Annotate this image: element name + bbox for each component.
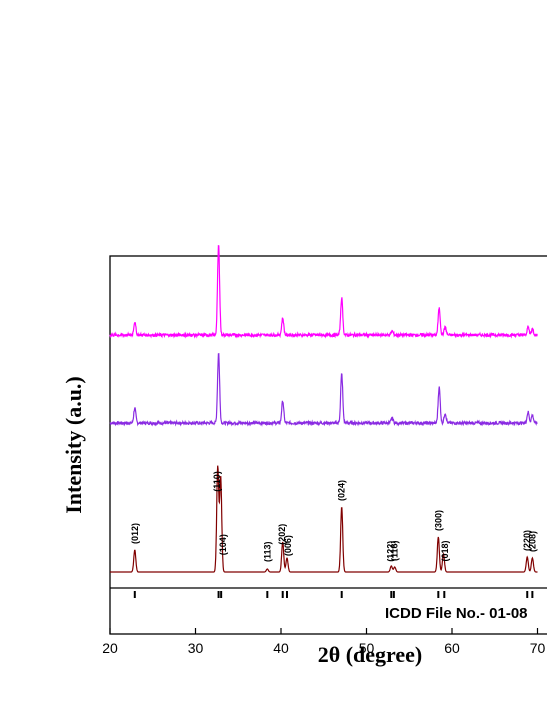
peak-label: (300): [433, 510, 443, 531]
peak-label: (018): [440, 540, 450, 561]
x-tick-label: 30: [188, 640, 204, 656]
peak-label: (116): [390, 540, 400, 561]
peak-label: (012): [130, 523, 140, 544]
series-line-1: [110, 465, 538, 573]
peak-label: (202): [277, 524, 287, 545]
x-axis-ticks: 20 30 40 50 60 70: [102, 628, 545, 656]
x-tick-label: 20: [102, 640, 118, 656]
x-tick-label: 50: [359, 640, 375, 656]
series-line-2: [109, 353, 538, 427]
peak-label: (024): [337, 480, 347, 501]
x-axis-label: 2θ (degree): [318, 642, 423, 667]
peak-label: (220): [522, 530, 532, 551]
reference-label: ICDD File No.- 01-08: [385, 605, 528, 622]
peak-label: (104): [218, 534, 228, 555]
peak-label: (006): [283, 535, 293, 556]
x-tick-label: 40: [273, 640, 289, 656]
x-tick-label: 70: [530, 640, 546, 656]
series-layer: [109, 245, 538, 573]
peak-label: (113): [262, 541, 272, 562]
peak-labels: (012) (110) (104) (113) (202)(006) (024) (122)…: [130, 471, 538, 562]
peak-label: (208): [527, 531, 537, 552]
peak-label: (122): [385, 541, 395, 562]
series-line-3: [109, 245, 538, 339]
y-axis-label: Intensity (a.u.): [61, 376, 86, 514]
reference-ticks: [133, 591, 534, 598]
peak-label: (110): [212, 471, 222, 492]
plot-frame: [109, 255, 547, 635]
x-tick-label: 60: [444, 640, 460, 656]
